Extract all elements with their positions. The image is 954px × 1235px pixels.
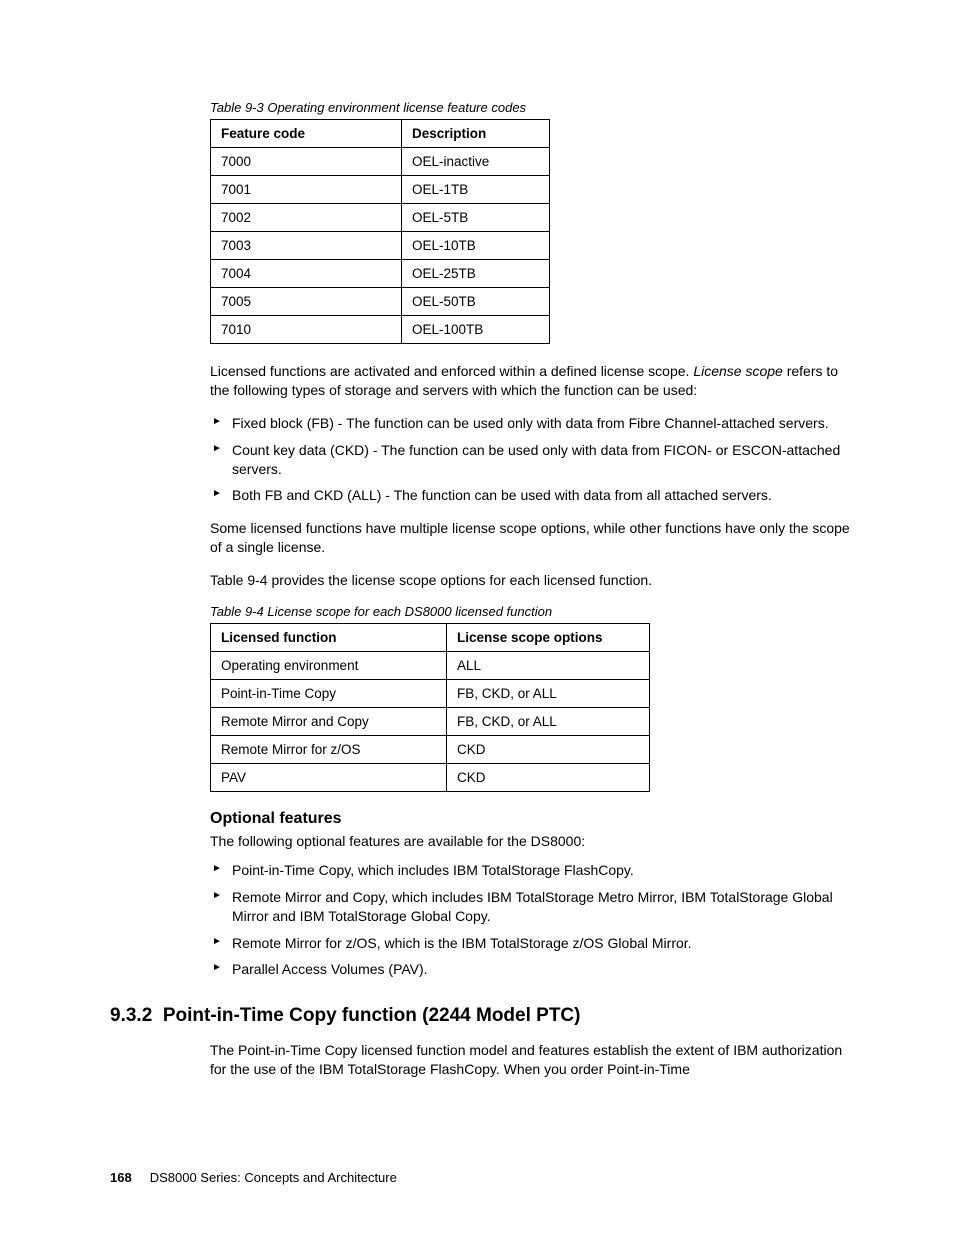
- list-item: Parallel Access Volumes (PAV).: [210, 960, 850, 979]
- list-item: Point-in-Time Copy, which includes IBM T…: [210, 861, 850, 880]
- table-header-row: Feature code Description: [211, 120, 550, 148]
- section-heading-row: 9.3.2 Point-in-Time Copy function (2244 …: [110, 1005, 850, 1027]
- table-9-4-caption: Table 9-4 License scope for each DS8000 …: [210, 604, 850, 619]
- table-9-4: Licensed function License scope options …: [210, 623, 650, 792]
- optional-features-heading: Optional features: [210, 810, 850, 828]
- table-row: Point-in-Time CopyFB, CKD, or ALL: [211, 680, 650, 708]
- th-feature-code: Feature code: [211, 120, 402, 148]
- th-scope-options: License scope options: [447, 624, 650, 652]
- table-row: Operating environmentALL: [211, 652, 650, 680]
- table-row: 7010OEL-100TB: [211, 316, 550, 344]
- footer-title: DS8000 Series: Concepts and Architecture: [150, 1170, 397, 1185]
- paragraph-license-scope: Licensed functions are activated and enf…: [210, 362, 850, 400]
- paragraph: Table 9-4 provides the license scope opt…: [210, 571, 850, 590]
- table-row: 7002OEL-5TB: [211, 204, 550, 232]
- optional-features-list: Point-in-Time Copy, which includes IBM T…: [210, 861, 850, 979]
- content-column: Table 9-3 Operating environment license …: [210, 100, 850, 1079]
- table-row: 7005OEL-50TB: [211, 288, 550, 316]
- table-row: 7001OEL-1TB: [211, 176, 550, 204]
- table-row: Remote Mirror and CopyFB, CKD, or ALL: [211, 708, 650, 736]
- th-description: Description: [402, 120, 550, 148]
- table-row: 7004OEL-25TB: [211, 260, 550, 288]
- paragraph: Some licensed functions have multiple li…: [210, 519, 850, 557]
- list-item: Both FB and CKD (ALL) - The function can…: [210, 486, 850, 505]
- table-row: 7003OEL-10TB: [211, 232, 550, 260]
- table-row: 7000OEL-inactive: [211, 148, 550, 176]
- list-item: Count key data (CKD) - The function can …: [210, 441, 850, 479]
- table-9-3: Feature code Description 7000OEL-inactiv…: [210, 119, 550, 344]
- table-9-3-caption: Table 9-3 Operating environment license …: [210, 100, 850, 115]
- page: Table 9-3 Operating environment license …: [0, 0, 954, 1235]
- paragraph: The following optional features are avai…: [210, 832, 850, 851]
- th-licensed-function: Licensed function: [211, 624, 447, 652]
- paragraph: The Point-in-Time Copy licensed function…: [210, 1041, 850, 1079]
- table-row: PAVCKD: [211, 764, 650, 792]
- scope-list: Fixed block (FB) - The function can be u…: [210, 414, 850, 506]
- list-item: Remote Mirror and Copy, which includes I…: [210, 888, 850, 926]
- table-row: Remote Mirror for z/OSCKD: [211, 736, 650, 764]
- list-item: Fixed block (FB) - The function can be u…: [210, 414, 850, 433]
- page-number: 168: [110, 1170, 132, 1185]
- section-9-3-2-heading: 9.3.2 Point-in-Time Copy function (2244 …: [110, 1005, 850, 1027]
- list-item: Remote Mirror for z/OS, which is the IBM…: [210, 934, 850, 953]
- page-footer: 168 DS8000 Series: Concepts and Architect…: [110, 1170, 397, 1185]
- table-header-row: Licensed function License scope options: [211, 624, 650, 652]
